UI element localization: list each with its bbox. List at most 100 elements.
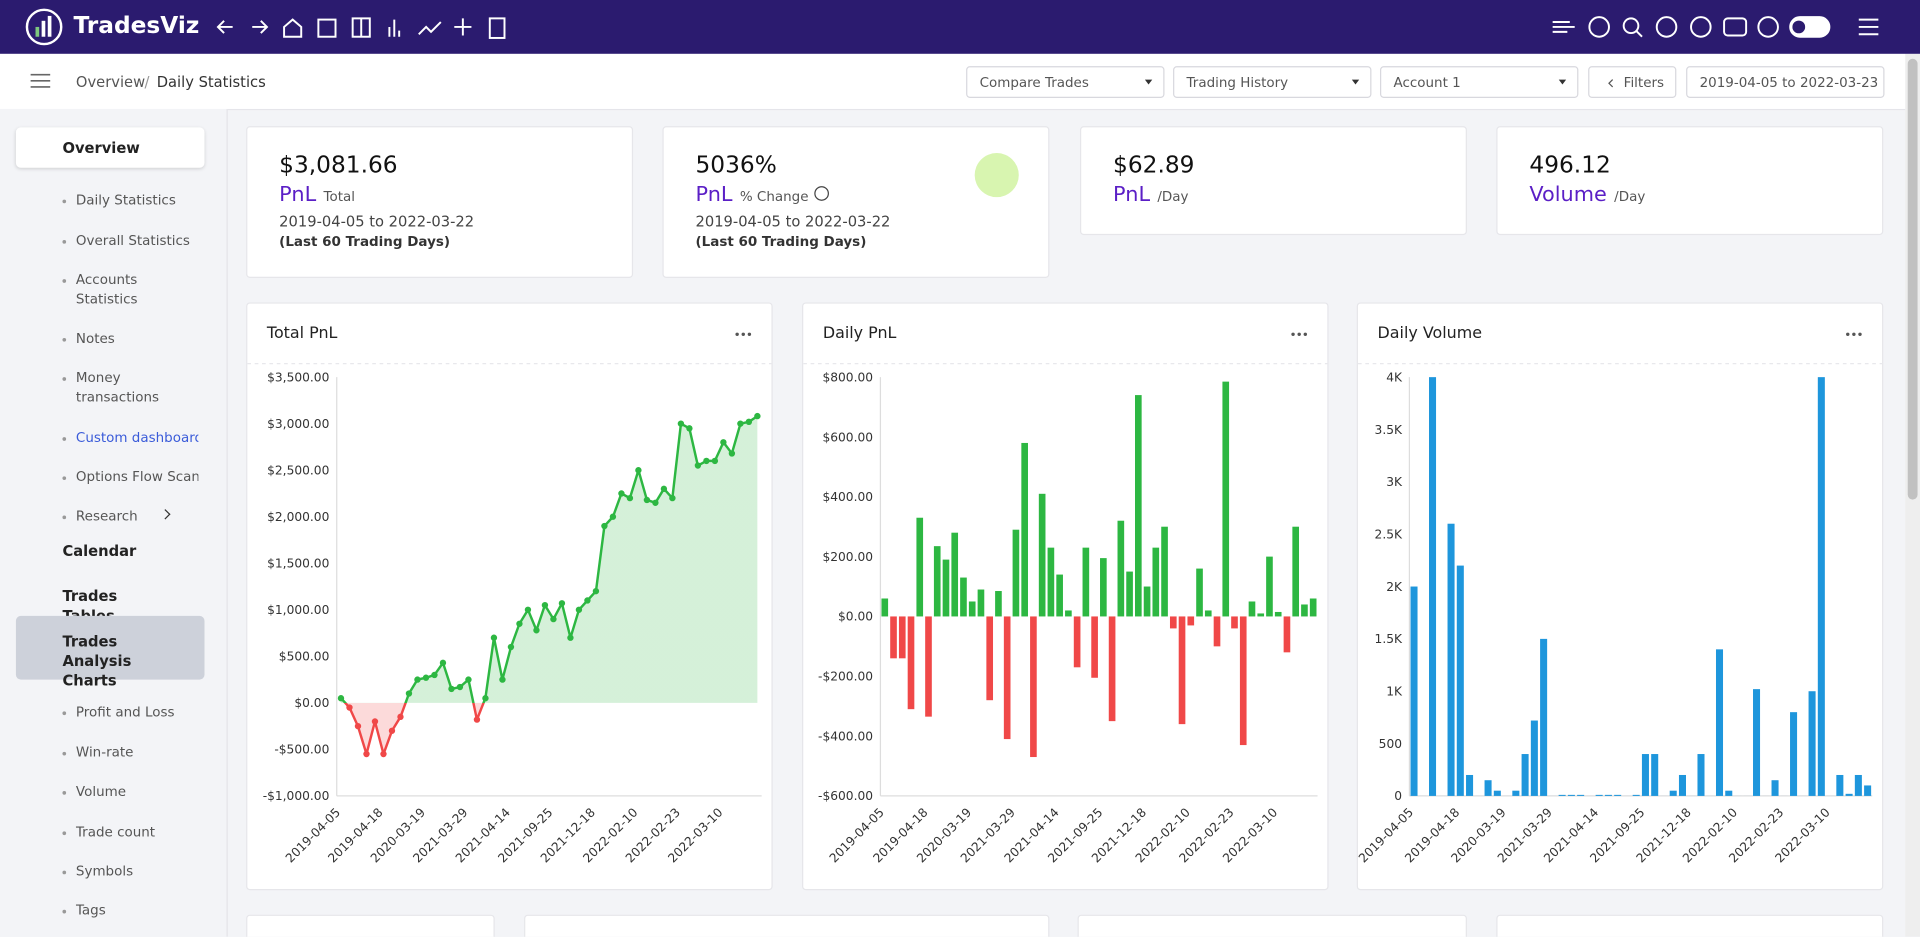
card-partial	[524, 914, 1050, 937]
nav-subitem[interactable]: Options Flow Scan	[75, 468, 199, 485]
nav-subitem[interactable]: Trade count	[75, 824, 156, 841]
bar	[951, 532, 959, 617]
bar	[986, 616, 994, 701]
scrollbar[interactable]	[1905, 53, 1920, 937]
history-select[interactable]: Trading History	[1173, 66, 1372, 98]
stat-value: 5036%	[695, 151, 777, 179]
stat-card: 5036% PnL % Change 2019-04-05 to 2022-03-22…	[662, 126, 1050, 278]
nav-subitem[interactable]: Tags	[75, 902, 106, 919]
bar	[916, 517, 924, 617]
bar	[1558, 794, 1566, 796]
point	[669, 494, 676, 502]
bar	[968, 601, 976, 617]
bar	[1669, 790, 1677, 796]
bar	[1047, 547, 1055, 617]
point	[686, 425, 693, 432]
point	[371, 718, 379, 725]
y-tick-label: $3,500.00	[267, 370, 329, 384]
nav-dot	[62, 831, 67, 836]
point	[354, 722, 362, 730]
filters-button[interactable]: Filters	[1588, 66, 1677, 98]
nav-item[interactable]: Trades Analysis Charts	[62, 633, 132, 690]
y-tick-label: 500	[1379, 737, 1402, 751]
nav-subitem[interactable]: Notes	[75, 330, 115, 347]
point	[575, 606, 583, 613]
point	[337, 695, 345, 702]
nav-dot	[62, 199, 67, 204]
brand[interactable]: TradesViz	[73, 12, 200, 40]
nav-subitem[interactable]: Accounts Statistics	[75, 271, 138, 308]
bar	[1753, 689, 1761, 796]
y-tick-label: 3K	[1386, 475, 1403, 489]
bar	[1231, 616, 1238, 629]
bar	[1864, 785, 1872, 796]
nav-subitem[interactable]: Volume	[75, 783, 127, 800]
bar	[1447, 523, 1455, 796]
stat-label: PnL/Day	[1113, 182, 1188, 206]
stat-label-main: PnL	[695, 182, 733, 207]
bar	[907, 616, 915, 710]
point	[431, 671, 438, 679]
nav-item[interactable]: Overview	[62, 139, 140, 157]
bar	[1021, 442, 1028, 617]
nav-subitem[interactable]: Overall Statistics	[75, 232, 190, 249]
point	[499, 676, 506, 683]
stat-label-sub: Total	[323, 188, 355, 205]
bar	[1178, 616, 1186, 725]
stat-label-sub: /Day	[1157, 188, 1189, 205]
account-select[interactable]: Account 1	[1380, 66, 1579, 98]
menu-dot	[1291, 332, 1295, 337]
nav-subitem[interactable]: Symbols	[75, 863, 134, 880]
nav-dot	[62, 711, 67, 716]
bar	[1187, 616, 1195, 626]
bar	[1152, 547, 1160, 617]
point	[507, 643, 515, 651]
y-tick-label: -$200.00	[818, 670, 873, 684]
bar	[1082, 547, 1090, 617]
point	[652, 499, 659, 506]
nav-subitem[interactable]: Daily Statistics	[75, 192, 176, 209]
compare-select[interactable]: Compare Trades	[966, 66, 1165, 98]
stat-card: $3,081.66 PnL Total 2019-04-05 to 2022-03-2…	[246, 126, 634, 278]
y-tick-label: 2.5K	[1375, 527, 1403, 541]
y-tick-label: 2K	[1386, 580, 1403, 594]
stat-label-sub: % Change	[739, 188, 809, 205]
date-range-button[interactable]: 2019-04-05 to 2022-03-23	[1686, 66, 1885, 98]
menu-dot	[1858, 332, 1862, 337]
nav-subitem[interactable]: Win-rate	[75, 744, 134, 761]
breadcrumb-sep: /	[144, 73, 150, 91]
bar	[1038, 493, 1046, 617]
y-tick-label: $3,000.00	[267, 417, 329, 431]
breadcrumb-current: Daily Statistics	[156, 73, 266, 91]
y-tick-label: $0.00	[294, 696, 329, 710]
menu-dot	[741, 332, 745, 337]
bar	[1126, 571, 1133, 617]
nav-item[interactable]: Calendar	[62, 542, 137, 560]
menu-toggle[interactable]	[29, 72, 51, 89]
nav-dot	[62, 870, 67, 875]
stat-value: $62.89	[1113, 151, 1195, 179]
bar	[1521, 754, 1529, 796]
stat-card: $62.89 PnL/Day	[1080, 126, 1467, 236]
bar	[1595, 794, 1603, 796]
bar	[1790, 712, 1798, 796]
select-text: Compare Trades	[979, 74, 1089, 91]
bar	[1493, 790, 1501, 796]
bar	[942, 559, 950, 617]
bar	[1135, 395, 1142, 617]
scroll-thumb[interactable]	[1907, 58, 1918, 500]
y-tick-label: $2,500.00	[267, 463, 329, 477]
breadcrumb-link[interactable]: Overview	[75, 73, 146, 91]
point	[567, 634, 574, 641]
nav-subitem[interactable]: Custom dashboard	[75, 429, 199, 446]
point	[439, 659, 447, 667]
menu-dot	[747, 332, 752, 337]
bar	[1410, 586, 1418, 796]
nav-subitem[interactable]: Research	[75, 508, 138, 525]
nav-subitem[interactable]: Profit and Loss	[75, 704, 175, 721]
nav-subitem[interactable]: Money transactions	[75, 369, 160, 406]
point	[694, 462, 702, 469]
nav-dot	[62, 377, 67, 381]
bar	[1143, 586, 1151, 617]
